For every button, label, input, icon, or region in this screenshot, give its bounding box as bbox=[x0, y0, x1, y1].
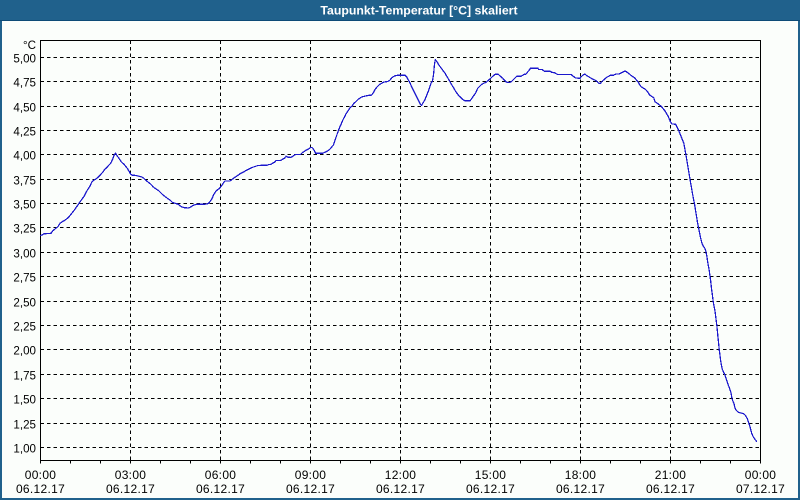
svg-text:06:00: 06:00 bbox=[205, 468, 237, 482]
svg-text:4,50: 4,50 bbox=[13, 102, 36, 115]
svg-text:06.12.17: 06.12.17 bbox=[466, 482, 515, 496]
svg-text:1,75: 1,75 bbox=[13, 370, 36, 383]
svg-text:5,00: 5,00 bbox=[13, 53, 36, 66]
svg-text:1,25: 1,25 bbox=[13, 419, 36, 432]
svg-text:00:00: 00:00 bbox=[745, 468, 777, 482]
svg-text:4,75: 4,75 bbox=[13, 77, 36, 90]
svg-text:°C: °C bbox=[23, 39, 36, 52]
svg-text:12:00: 12:00 bbox=[385, 468, 417, 482]
svg-text:06.12.17: 06.12.17 bbox=[376, 482, 425, 496]
svg-text:18:00: 18:00 bbox=[565, 468, 597, 482]
svg-text:4,25: 4,25 bbox=[13, 126, 36, 139]
svg-text:4,00: 4,00 bbox=[13, 150, 36, 163]
svg-text:06.12.17: 06.12.17 bbox=[556, 482, 605, 496]
svg-text:3,00: 3,00 bbox=[13, 248, 36, 261]
svg-text:03:00: 03:00 bbox=[115, 468, 147, 482]
svg-text:21:00: 21:00 bbox=[655, 468, 687, 482]
svg-text:15:00: 15:00 bbox=[475, 468, 507, 482]
svg-text:3,25: 3,25 bbox=[13, 223, 36, 236]
svg-text:06.12.17: 06.12.17 bbox=[646, 482, 695, 496]
svg-text:2,75: 2,75 bbox=[13, 272, 36, 285]
svg-text:3,75: 3,75 bbox=[13, 175, 36, 188]
svg-text:00:00: 00:00 bbox=[25, 468, 57, 482]
svg-text:06.12.17: 06.12.17 bbox=[106, 482, 155, 496]
svg-text:06.12.17: 06.12.17 bbox=[16, 482, 65, 496]
svg-text:06.12.17: 06.12.17 bbox=[286, 482, 335, 496]
svg-text:2,00: 2,00 bbox=[13, 345, 36, 358]
svg-text:2,50: 2,50 bbox=[13, 297, 36, 310]
svg-text:06.12.17: 06.12.17 bbox=[196, 482, 245, 496]
svg-text:1,00: 1,00 bbox=[13, 443, 36, 456]
svg-text:1,50: 1,50 bbox=[13, 394, 36, 407]
svg-text:3,50: 3,50 bbox=[13, 199, 36, 212]
svg-text:09:00: 09:00 bbox=[295, 468, 327, 482]
svg-text:2,25: 2,25 bbox=[13, 321, 36, 334]
svg-text:Taupunkt-Temperatur [°C] skali: Taupunkt-Temperatur [°C] skaliert bbox=[320, 4, 517, 18]
svg-text:07.12.17: 07.12.17 bbox=[736, 482, 785, 496]
